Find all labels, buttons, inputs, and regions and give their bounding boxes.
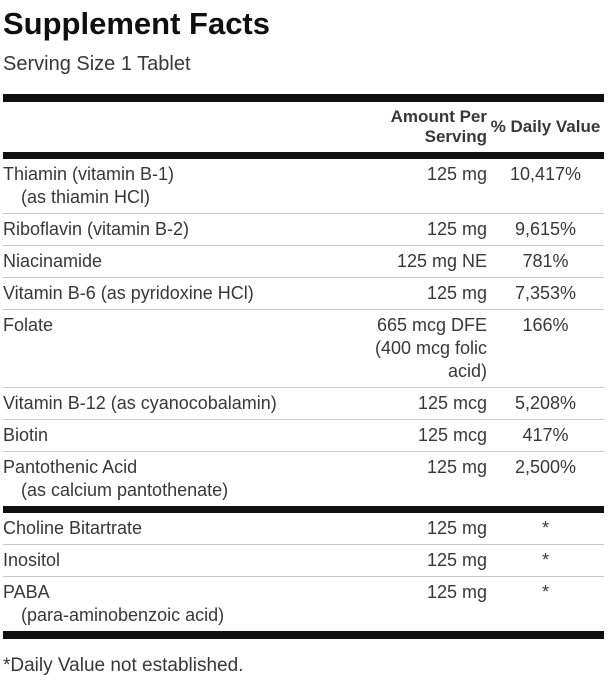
nutrient-row: PABA (para-aminobenzoic acid) 125 mg *	[3, 577, 604, 631]
header-divider-bar	[3, 152, 604, 159]
nutrient-daily-value: 7,353%	[514, 283, 577, 303]
nutrient-name: PABA	[3, 582, 50, 602]
nutrient-name: Niacinamide	[3, 251, 103, 271]
nutrient-source-detail: (para-aminobenzoic acid)	[21, 605, 225, 625]
nutrient-name: Pantothenic Acid	[3, 457, 138, 477]
nutrient-daily-value: *	[541, 582, 549, 602]
nutrient-daily-value: 781%	[522, 251, 569, 271]
top-divider-bar	[3, 94, 604, 102]
nutrient-name: Thiamin (vitamin B-1)	[3, 164, 175, 184]
supplement-facts-title: Supplement Facts	[3, 6, 270, 41]
nutrient-daily-value: 417%	[522, 425, 569, 445]
nutrient-daily-value: 166%	[522, 315, 569, 335]
column-headers: Amount Per Serving % Daily Value	[3, 102, 604, 152]
nutrient-amount: 125 mg	[426, 518, 487, 538]
nutrient-row: Choline Bitartrate 125 mg *	[3, 513, 604, 545]
nutrient-name: Inositol	[3, 550, 61, 570]
nutrient-name: Choline Bitartrate	[3, 518, 143, 538]
nutrient-row: Inositol 125 mg *	[3, 545, 604, 577]
nutrient-daily-value: 10,417%	[509, 164, 582, 184]
percent-daily-value-header: % Daily Value	[490, 117, 601, 136]
nutrient-amount: 125 mcg	[417, 393, 487, 413]
nutrient-source-detail: (as thiamin HCl)	[21, 187, 151, 207]
nutrient-daily-value: *	[541, 518, 549, 538]
nutrient-row: Vitamin B-6 (as pyridoxine HCl) 125 mg 7…	[3, 278, 604, 310]
nutrient-row: Riboflavin (vitamin B-2) 125 mg 9,615%	[3, 214, 604, 246]
nutrient-daily-value: 5,208%	[514, 393, 577, 413]
nutrient-name: Riboflavin (vitamin B-2)	[3, 219, 190, 239]
nutrient-row: Folate 665 mcg DFE (400 mcg folic acid) …	[3, 310, 604, 388]
nutrient-daily-value: *	[541, 550, 549, 570]
nutrient-name: Vitamin B-6 (as pyridoxine HCl)	[3, 283, 254, 303]
bottom-divider-bar	[3, 631, 604, 639]
nutrient-amount: 125 mg	[426, 219, 487, 239]
nutrient-amount: 125 mg NE	[396, 251, 487, 271]
nutrient-row: Vitamin B-12 (as cyanocobalamin) 125 mcg…	[3, 388, 604, 420]
nutrient-amount: 125 mg	[426, 582, 487, 602]
nutrient-amount: 125 mg	[426, 164, 487, 184]
daily-value-footnote: *Daily Value not established.	[3, 655, 244, 676]
nutrient-row: Thiamin (vitamin B-1) (as thiamin HCl) 1…	[3, 159, 604, 214]
nutrient-amount: 125 mg	[426, 283, 487, 303]
nutrient-daily-value: 9,615%	[514, 219, 577, 239]
serving-size: Serving Size 1 Tablet	[3, 53, 191, 75]
amount-per-serving-header: Amount Per Serving	[390, 107, 487, 146]
nutrient-amount: 125 mg	[426, 550, 487, 570]
nutrient-amount: 125 mcg	[417, 425, 487, 445]
group-divider-bar	[3, 506, 604, 513]
nutrient-source-detail: (as calcium pantothenate)	[21, 480, 229, 500]
nutrient-row: Pantothenic Acid (as calcium pantothenat…	[3, 452, 604, 506]
nutrient-amount: 665 mcg DFE (400 mcg folic acid)	[374, 315, 487, 381]
nutrient-daily-value: 2,500%	[514, 457, 577, 477]
nutrient-group-vitamins: Thiamin (vitamin B-1) (as thiamin HCl) 1…	[3, 159, 604, 506]
nutrient-name: Vitamin B-12 (as cyanocobalamin)	[3, 393, 277, 413]
nutrient-group-other: Choline Bitartrate 125 mg * Inositol 125…	[3, 513, 604, 631]
nutrient-row: Niacinamide 125 mg NE 781%	[3, 246, 604, 278]
nutrient-name: Biotin	[3, 425, 49, 445]
nutrient-name: Folate	[3, 315, 54, 335]
nutrient-amount: 125 mg	[426, 457, 487, 477]
nutrient-row: Biotin 125 mcg 417%	[3, 420, 604, 452]
